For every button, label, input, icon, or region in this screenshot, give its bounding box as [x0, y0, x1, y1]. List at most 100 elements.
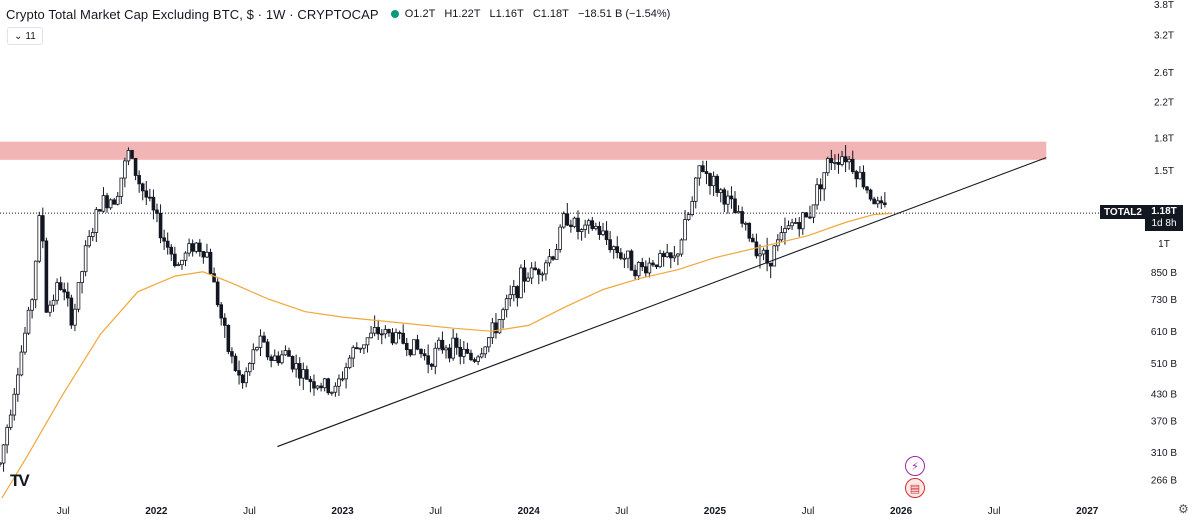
candle-17	[58, 276, 63, 291]
y-tick-label-13: 310 B	[1151, 448, 1177, 459]
candle-77	[272, 349, 277, 362]
candle-198	[704, 160, 709, 185]
candle-35	[123, 157, 127, 188]
candle-body-145	[515, 286, 520, 299]
candle-20	[69, 294, 74, 329]
candle-144	[511, 279, 516, 302]
candle-118	[419, 348, 423, 358]
candle-body-185	[658, 253, 662, 268]
candle-83	[294, 354, 298, 378]
candle-body-242	[861, 171, 866, 188]
candle-121	[429, 362, 434, 371]
x-tick-label-5: 2024	[518, 506, 541, 517]
candle-body-189	[672, 255, 677, 259]
candle-242	[861, 165, 866, 190]
candle-body-220	[783, 228, 787, 233]
candle-71	[251, 343, 256, 371]
candle-46	[162, 229, 166, 251]
candle-body-66	[233, 355, 238, 371]
chevron-down-icon: ⌄	[14, 30, 23, 42]
candle-body-65	[230, 351, 234, 357]
candle-body-223	[793, 222, 798, 224]
candle-117	[415, 334, 420, 351]
candle-body-131	[465, 348, 470, 354]
candle-body-45	[158, 212, 163, 239]
candle-body-181	[644, 266, 648, 274]
candle-body-17	[58, 282, 63, 291]
candle-body-29	[101, 195, 106, 212]
gear-icon[interactable]: ⚙	[1178, 502, 1189, 516]
candle-body-216	[768, 262, 773, 267]
candle-15	[51, 294, 56, 312]
candle-body-175	[622, 257, 627, 260]
candle-45	[158, 204, 163, 244]
candle-186	[661, 250, 666, 267]
candle-31	[108, 198, 113, 210]
candle-body-64	[226, 324, 231, 352]
candle-142	[504, 294, 509, 318]
candle-59	[208, 248, 213, 275]
candle-82	[290, 355, 295, 373]
candle-body-191	[679, 239, 684, 255]
candle-176	[626, 250, 630, 269]
candle-212	[754, 233, 759, 259]
candle-body-54	[190, 243, 195, 252]
candle-body-172	[611, 246, 616, 251]
indicators-toggle-button[interactable]: ⌄ 11	[7, 27, 43, 45]
candle-body-36	[126, 150, 131, 162]
candle-147	[522, 260, 527, 293]
candle-224	[797, 217, 802, 237]
us-flag-event-icon[interactable]: ▤	[905, 478, 925, 498]
candle-114	[404, 337, 409, 357]
candle-133	[472, 357, 477, 363]
candle-body-148	[526, 277, 530, 282]
candle-24	[83, 240, 88, 277]
candle-body-142	[504, 298, 509, 311]
candle-body-62	[219, 304, 224, 319]
candle-60	[212, 267, 216, 283]
candle-body-182	[647, 262, 652, 274]
y-tick-label-3: 2.2T	[1154, 98, 1174, 109]
candle-body-138	[490, 322, 495, 339]
candle-33	[115, 191, 120, 206]
candle-87	[308, 376, 313, 393]
candle-158	[561, 211, 566, 229]
y-tick-label-7: 850 B	[1151, 268, 1177, 279]
candle-body-209	[743, 222, 748, 225]
candle-180	[640, 257, 645, 271]
candle-body-14	[48, 304, 52, 313]
candle-body-102	[362, 344, 366, 349]
candle-body-90	[319, 385, 323, 389]
candle-181	[644, 260, 648, 278]
candle-body-84	[297, 363, 302, 379]
candle-body-30	[105, 195, 109, 209]
candle-65	[230, 347, 234, 364]
candle-109	[387, 328, 391, 337]
candle-body-25	[87, 236, 91, 247]
candle-73	[258, 329, 263, 357]
candle-body-61	[215, 281, 220, 306]
candle-body-26	[90, 232, 95, 237]
candle-141	[501, 307, 505, 329]
candle-body-167	[594, 225, 598, 229]
symbol-title[interactable]: Crypto Total Market Cap Excluding BTC, $…	[6, 6, 379, 22]
bar-countdown: 1d 8h	[1151, 218, 1177, 229]
candle-body-4	[12, 393, 17, 416]
candle-157	[558, 224, 562, 253]
tradingview-logo[interactable]: TV	[10, 471, 30, 490]
y-tick-label-5: 1.5T	[1154, 166, 1174, 177]
lightning-event-icon[interactable]: ⚡	[905, 456, 925, 476]
candle-13	[44, 237, 49, 313]
candle-body-207	[736, 211, 741, 214]
candle-body-177	[629, 250, 634, 271]
candle-41	[144, 181, 149, 205]
candle-140	[497, 318, 502, 334]
candle-body-107	[379, 333, 384, 336]
candle-10	[33, 260, 38, 309]
candle-body-103	[365, 337, 370, 346]
candle-47	[165, 232, 170, 255]
candle-183	[651, 260, 655, 267]
candle-body-211	[751, 237, 755, 243]
